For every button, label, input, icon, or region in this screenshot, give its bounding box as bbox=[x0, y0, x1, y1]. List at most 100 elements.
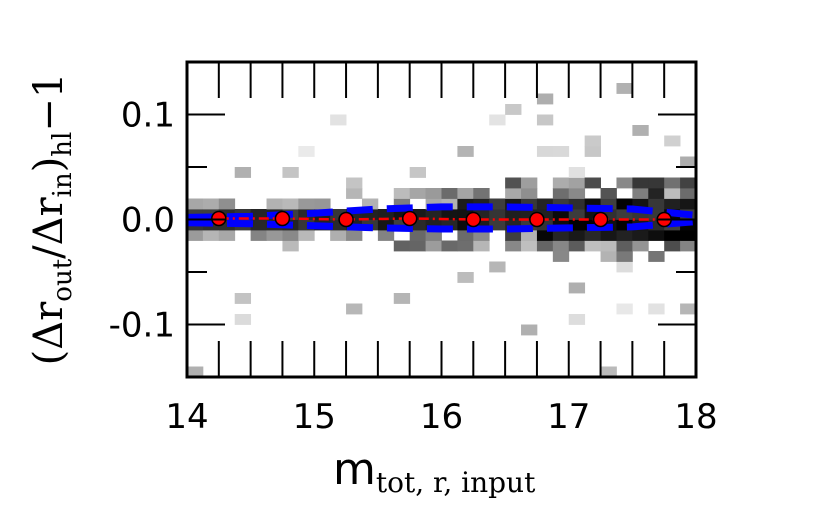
heatmap-cell bbox=[521, 240, 538, 252]
heatmap-cell bbox=[409, 188, 426, 199]
heatmap-cell bbox=[616, 240, 633, 252]
heatmap-cell bbox=[568, 167, 586, 178]
heatmap-cell bbox=[521, 209, 538, 220]
heatmap-cell bbox=[536, 146, 554, 157]
heatmap-cell bbox=[632, 240, 649, 252]
y-tick-label: -0.1 bbox=[109, 306, 175, 346]
x-axis-label: mtot, r, input bbox=[333, 444, 536, 499]
heatmap-cell bbox=[648, 219, 665, 231]
heatmap-cell bbox=[234, 293, 252, 304]
heatmap-cell bbox=[330, 209, 347, 220]
heatmap-cell bbox=[298, 230, 315, 241]
y-axis-label-open: (Δr bbox=[26, 301, 72, 365]
heatmap-cell bbox=[584, 198, 601, 210]
heatmap-cell bbox=[536, 240, 554, 252]
heatmap-cell bbox=[568, 198, 586, 210]
heatmap-cell bbox=[584, 240, 601, 252]
heatmap-cell bbox=[616, 251, 633, 262]
heatmap-cell bbox=[648, 209, 665, 220]
heatmap-cell bbox=[505, 104, 522, 115]
heatmap-cell bbox=[505, 188, 522, 199]
heatmap-cell bbox=[489, 219, 506, 231]
heatmap-cell bbox=[298, 146, 315, 157]
heatmap-cell bbox=[489, 114, 506, 126]
heatmap-cell bbox=[250, 209, 267, 220]
heatmap-cell bbox=[361, 198, 379, 210]
y-axis-label-tail: −1 bbox=[26, 73, 72, 132]
heatmap-cell bbox=[536, 93, 554, 105]
heatmap-cell bbox=[648, 230, 665, 241]
heatmap-cell bbox=[457, 198, 474, 210]
heatmap-cell bbox=[648, 303, 665, 315]
median-point bbox=[401, 210, 418, 227]
heatmap-cell bbox=[202, 198, 220, 210]
heatmap-cell bbox=[648, 251, 665, 262]
heatmap-cell bbox=[680, 188, 696, 199]
heatmap-cell bbox=[600, 240, 617, 252]
plot-frame bbox=[185, 60, 698, 379]
x-tick-label: 18 bbox=[674, 397, 717, 437]
heatmap-cell bbox=[187, 366, 204, 377]
heatmap-cell bbox=[330, 114, 347, 126]
heatmap-cell bbox=[473, 230, 490, 241]
heatmap-cell bbox=[282, 240, 299, 252]
heatmap-cell bbox=[330, 230, 347, 241]
heatmap-cell bbox=[552, 177, 570, 189]
heatmap-cell bbox=[664, 177, 681, 189]
percentile-upper-line bbox=[187, 203, 696, 221]
heatmap-cell bbox=[616, 230, 633, 241]
heatmap-cell bbox=[393, 293, 411, 304]
heatmap-cell bbox=[552, 146, 570, 157]
heatmap-cell bbox=[536, 230, 554, 241]
heatmap-cell bbox=[584, 230, 601, 241]
heatmap-cell bbox=[680, 240, 696, 252]
heatmap-cell bbox=[282, 167, 299, 178]
y-axis-label-sub-hl: hl bbox=[48, 132, 78, 157]
heatmap-cell bbox=[648, 188, 665, 199]
heatmap-cell bbox=[664, 135, 681, 147]
percentile-lower-line bbox=[187, 218, 696, 233]
heatmap-cell bbox=[457, 240, 474, 252]
heatmap-cell bbox=[187, 230, 204, 241]
heatmap-cell bbox=[552, 188, 570, 199]
heatmap-cell bbox=[521, 230, 538, 241]
heatmap-cell bbox=[346, 303, 363, 315]
heatmap-cell bbox=[330, 219, 347, 231]
x-tick-label: 16 bbox=[420, 397, 463, 437]
heatmap-cell bbox=[521, 324, 538, 336]
heatmap-cell bbox=[648, 198, 665, 210]
heatmap-cell bbox=[521, 177, 538, 189]
x-tick-label: 14 bbox=[165, 397, 208, 437]
median-point bbox=[274, 210, 291, 227]
y-axis-label-mid: /Δr bbox=[26, 196, 72, 258]
heatmap-cell bbox=[505, 240, 522, 252]
heatmap-cell bbox=[632, 188, 649, 199]
heatmap-cell bbox=[202, 230, 220, 241]
heatmap-cell bbox=[600, 251, 617, 262]
heatmap-cell bbox=[473, 240, 490, 252]
heatmap-cell bbox=[584, 209, 601, 220]
y-tick-label: 0.1 bbox=[121, 96, 175, 136]
heatmap-cell bbox=[521, 219, 538, 231]
heatmap-cell bbox=[425, 219, 442, 231]
y-axis-label-sub-out: out bbox=[48, 258, 78, 301]
heatmap-cell bbox=[473, 219, 490, 231]
heatmap-cell bbox=[552, 209, 570, 220]
heatmap-cell bbox=[489, 198, 506, 210]
heatmap-cell bbox=[680, 156, 696, 168]
heatmap-cell bbox=[505, 177, 522, 189]
median-point bbox=[465, 211, 482, 228]
heatmap-cell bbox=[361, 209, 379, 220]
heatmap-cell bbox=[409, 240, 426, 252]
x-tick-label: 17 bbox=[547, 397, 590, 437]
heatmap-cell bbox=[568, 188, 586, 199]
heatmap-cell bbox=[505, 230, 522, 241]
heatmap-cell bbox=[457, 209, 474, 220]
heatmap-cell bbox=[536, 219, 554, 231]
heatmap-cell bbox=[393, 209, 411, 220]
median-line bbox=[218, 217, 665, 221]
heatmap-cell bbox=[536, 209, 554, 220]
heatmap-cell bbox=[616, 261, 633, 273]
heatmap-cell bbox=[314, 198, 331, 210]
